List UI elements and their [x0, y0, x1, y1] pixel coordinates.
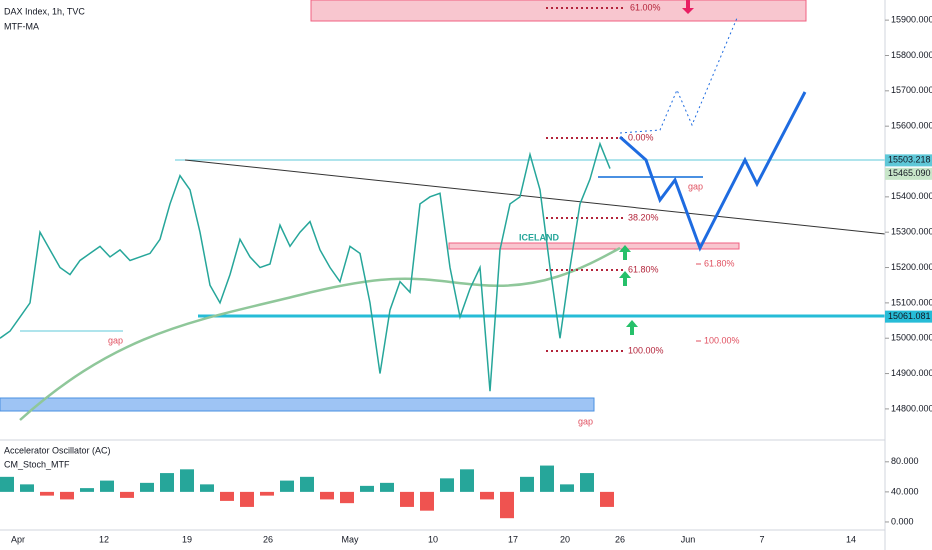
x-tick-label: 7 [759, 534, 764, 544]
x-tick-label: May [341, 534, 359, 544]
annotation: 61.80% [628, 264, 659, 274]
y-tick-label: 15300.000 [891, 227, 932, 237]
y2-tick-label: 40.000 [891, 486, 919, 496]
osc-bar [260, 491, 274, 496]
drawings [0, 0, 886, 550]
x-tick-label: Apr [11, 534, 25, 544]
indicator: CM_Stoch_MTF [4, 459, 70, 469]
x-tick-label: 17 [508, 534, 518, 544]
osc-bar [40, 491, 54, 496]
indicator: Accelerator Oscillator (AC) [4, 445, 111, 455]
osc-bar [380, 482, 394, 492]
osc-bar [0, 476, 14, 492]
annotation: 61.00% [630, 2, 661, 12]
zone [448, 242, 740, 250]
projection [619, 91, 807, 252]
osc-bar [500, 491, 514, 519]
zone [0, 397, 595, 412]
osc-bar [480, 491, 494, 500]
price-label: 15503.218 [888, 155, 931, 165]
osc-bar [420, 491, 434, 511]
y-tick-label: 15900.000 [891, 15, 932, 25]
price-label-box [885, 167, 932, 180]
fib [546, 7, 624, 352]
annotation: 100.00% [628, 345, 664, 355]
trendline [184, 159, 886, 235]
y-tick-label: 15100.000 [891, 297, 932, 307]
osc-bar [20, 484, 34, 492]
osc-bar [440, 478, 454, 492]
osc-bar [100, 480, 114, 492]
indicator: MTF-MA [4, 21, 39, 31]
arrow [682, 0, 694, 14]
zone [310, 0, 807, 22]
annotation: 61.80% [704, 258, 735, 268]
x-tick-label: 26 [615, 534, 625, 544]
osc-bar [240, 491, 254, 507]
price-line [0, 141, 611, 392]
y-tick-label: 14800.000 [891, 403, 932, 413]
arrow [619, 245, 638, 335]
projection [619, 17, 738, 134]
osc-bar [520, 476, 534, 492]
y2-tick-label: 0.000 [891, 516, 914, 526]
osc-bar [60, 491, 74, 500]
title: DAX Index, 1h, TVC [4, 6, 85, 16]
annotation: 0.00% [628, 132, 654, 142]
y-tick-label: 15200.000 [891, 262, 932, 272]
osc-bar [280, 480, 294, 492]
y-tick-label: 15700.000 [891, 85, 932, 95]
annotation: ICELAND [519, 232, 559, 242]
osc-bar [200, 484, 214, 492]
x-tick-label: 19 [182, 534, 192, 544]
x-tick-label: Jun [681, 534, 696, 544]
y-tick-label: 14900.000 [891, 368, 932, 378]
x-tick-label: 14 [846, 534, 856, 544]
osc-bar [320, 491, 334, 500]
y-tick-label: 15600.000 [891, 121, 932, 131]
y-tick-label: 15000.000 [891, 333, 932, 343]
price-label: 15465.090 [888, 168, 931, 178]
osc-bar [540, 465, 554, 492]
osc-bar [140, 482, 154, 492]
annotation: 38.20% [628, 212, 659, 222]
price-label: 15061.081 [888, 311, 931, 321]
annotation: 100.00% [704, 335, 740, 345]
osc-bar [160, 473, 174, 492]
annotation: gap [108, 335, 123, 345]
moving-average [19, 246, 621, 421]
y-tick-label: 15400.000 [891, 191, 932, 201]
osc-bar [120, 491, 134, 498]
osc-bar [360, 485, 374, 492]
osc-bar [460, 469, 474, 492]
price-label-box [885, 154, 932, 167]
osc-bar [560, 484, 574, 492]
osc-bar [80, 488, 94, 492]
osc-bar [220, 491, 234, 501]
osc-bar [300, 476, 314, 492]
y2-tick-label: 80.000 [891, 456, 919, 466]
osc-bar [600, 491, 614, 507]
osc-bar [400, 491, 414, 507]
price-label-box [885, 310, 932, 323]
annotation: gap [688, 181, 703, 191]
x-tick-label: 26 [263, 534, 273, 544]
x-tick-label: 20 [560, 534, 570, 544]
y-tick-label: 15800.000 [891, 50, 932, 60]
x-tick-label: 12 [99, 534, 109, 544]
osc-bar [180, 469, 194, 492]
osc-bar [580, 473, 594, 492]
osc-bar [340, 491, 354, 504]
annotation: gap [578, 416, 593, 426]
x-tick-label: 10 [428, 534, 438, 544]
